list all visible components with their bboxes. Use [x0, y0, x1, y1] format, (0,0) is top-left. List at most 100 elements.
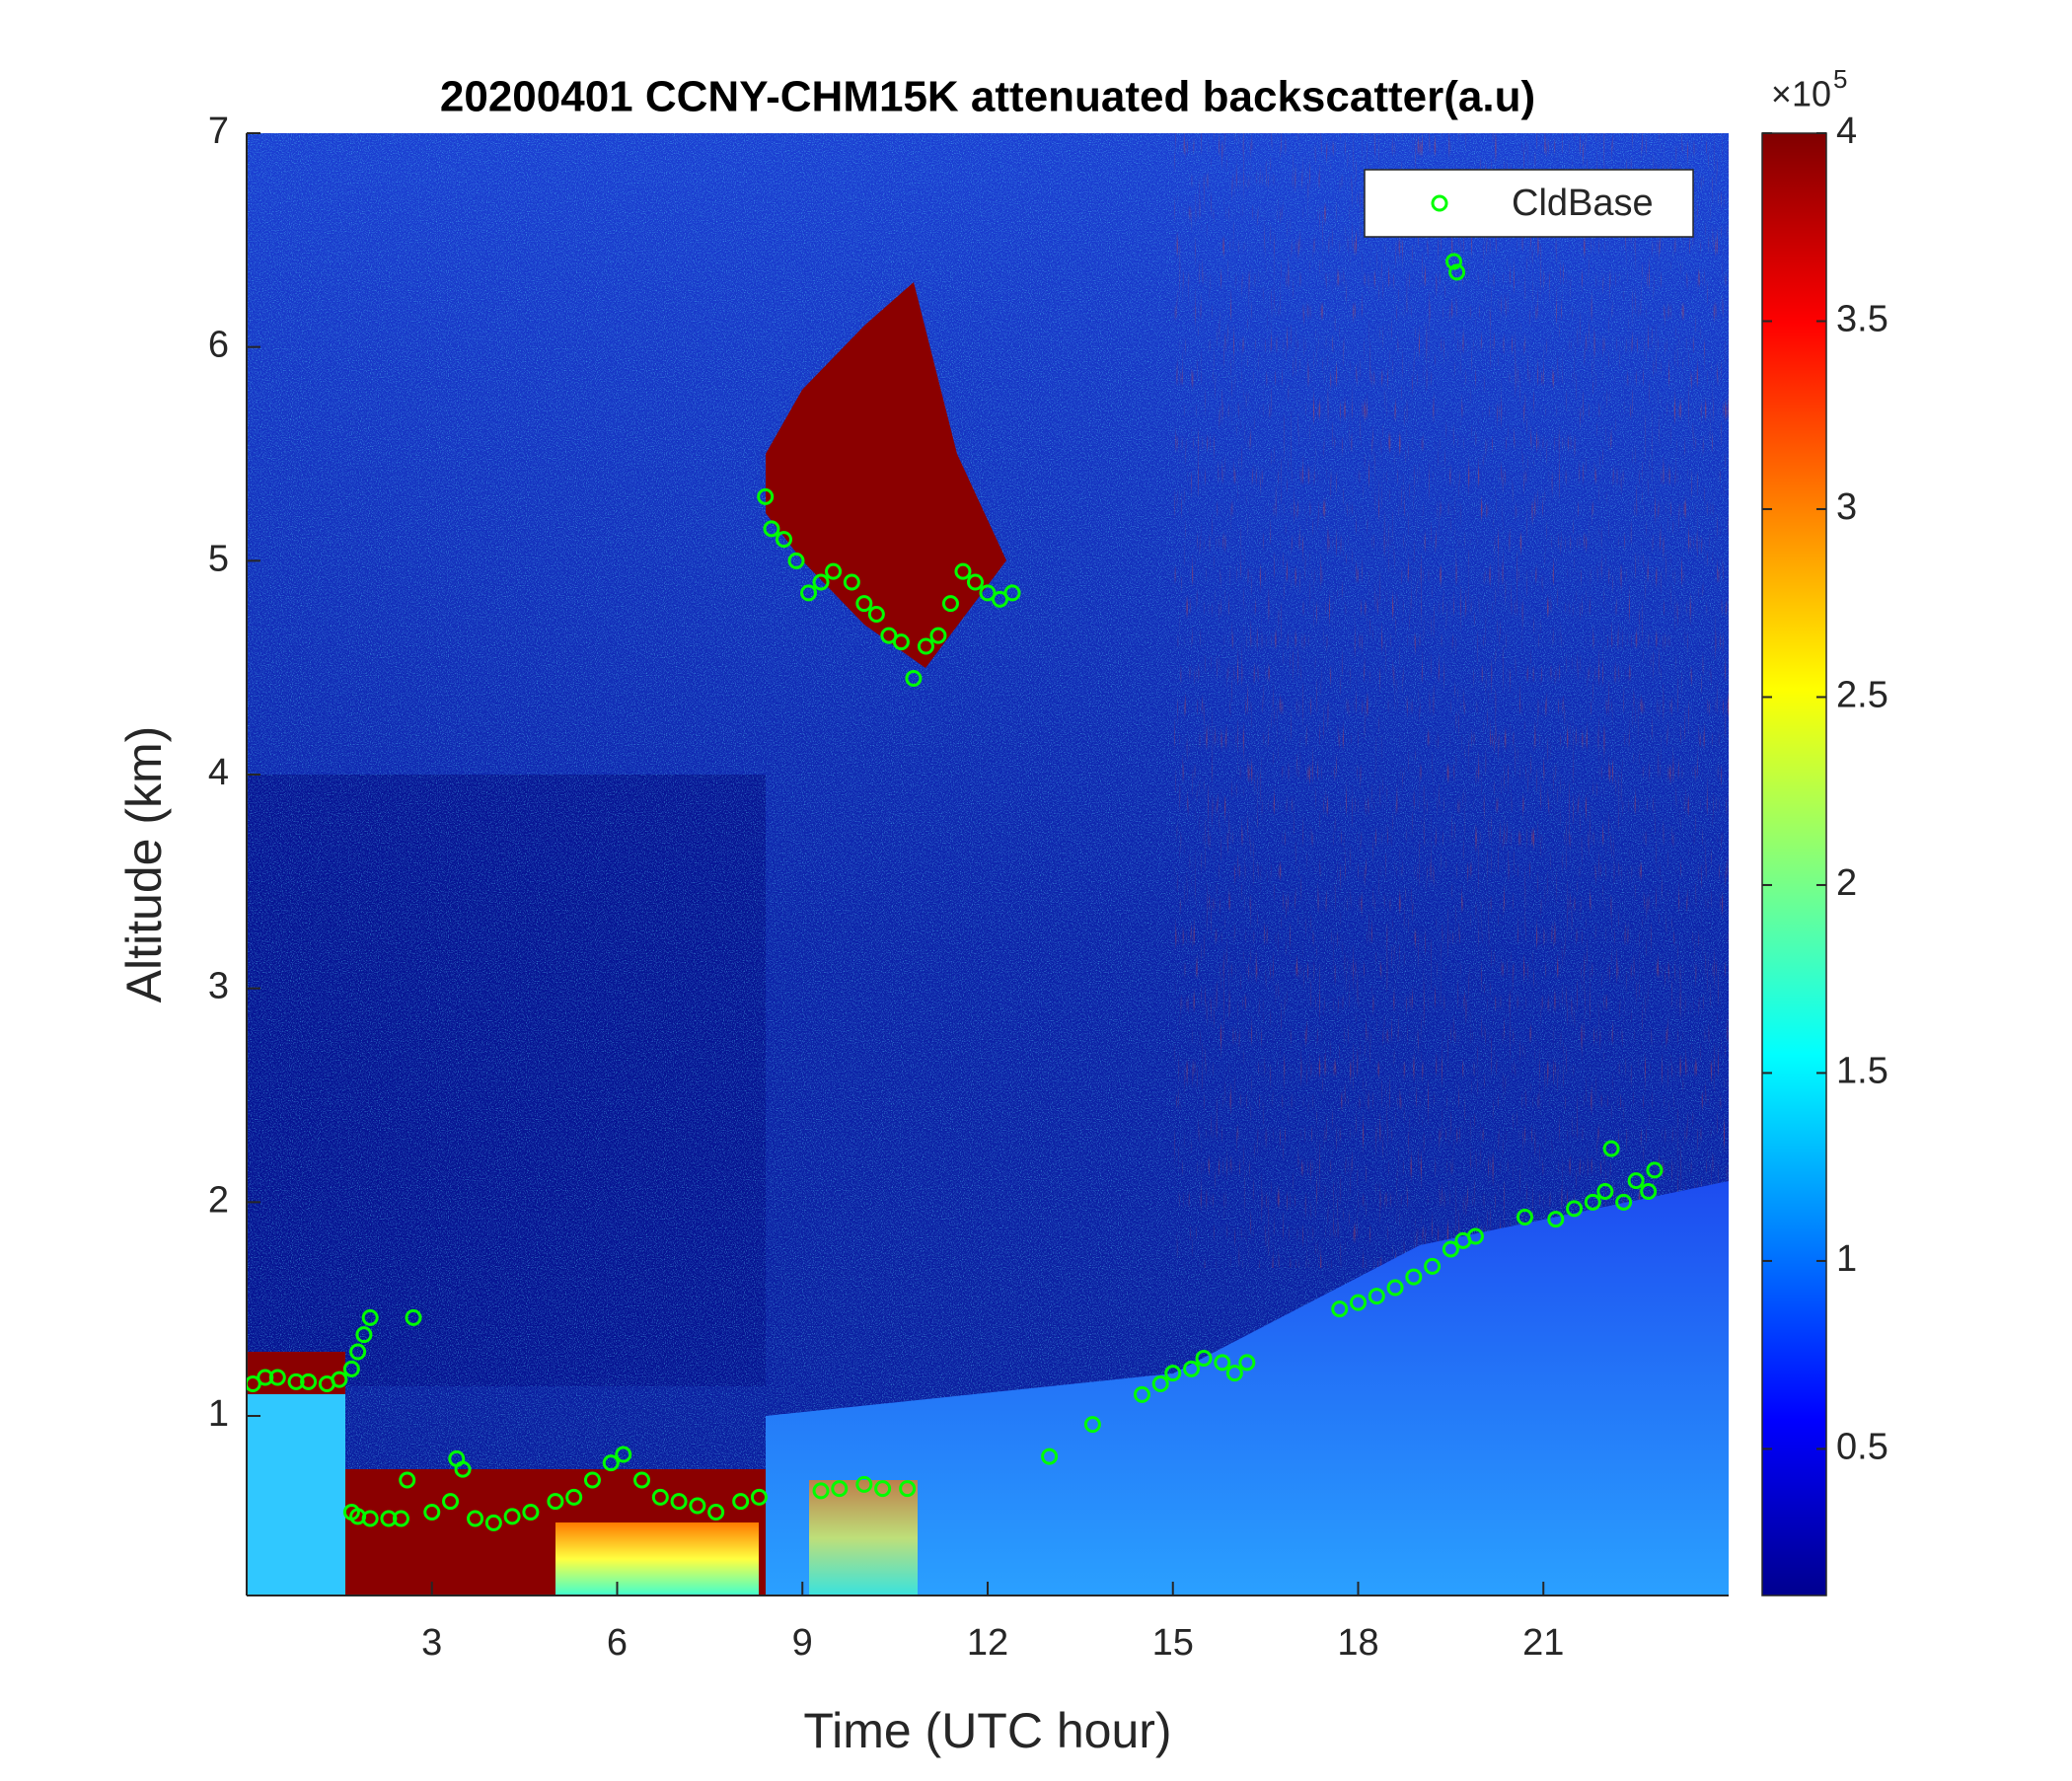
cloud-base-point: [355, 1326, 373, 1344]
cloud-base-point: [361, 1308, 379, 1326]
x-tick-label: 3: [421, 1622, 442, 1664]
cloud-base-point: [1041, 1447, 1059, 1465]
cloud-base-point: [1615, 1193, 1633, 1211]
cloud-base-point: [399, 1471, 416, 1489]
y-tick-label: 3: [208, 966, 229, 1007]
cloud-base-point: [1225, 1365, 1243, 1382]
chart-title: 20200401 CCNY-CHM15K attenuated backscat…: [440, 73, 1535, 121]
cloud-base-point: [1183, 1360, 1201, 1377]
cloud-base-point: [651, 1488, 669, 1506]
cloud-base-point: [905, 670, 923, 687]
cloud-base-point: [392, 1510, 409, 1527]
cloud-base-point: [954, 562, 972, 580]
cloud-base-point: [1164, 1365, 1182, 1382]
y-tick-label: 4: [208, 752, 229, 793]
cloud-base-point: [812, 573, 830, 591]
cloud-base-point: [880, 627, 898, 644]
cloud-base-point: [1566, 1200, 1584, 1218]
cloud-base-point: [1466, 1227, 1484, 1245]
cloud-base-point: [800, 584, 818, 602]
y-tick-label: 7: [208, 111, 229, 152]
cloud-base-point: [547, 1493, 564, 1511]
cloud-base-point: [670, 1493, 688, 1511]
surface-layer: [247, 1394, 345, 1595]
cloud-base-point: [361, 1510, 379, 1527]
x-tick-label: 6: [607, 1622, 628, 1664]
legend-marker: [1431, 194, 1448, 212]
legend-box: [1364, 169, 1694, 238]
cloud-base-point: [763, 520, 780, 538]
colorbar-tick-label: 4: [1836, 111, 1857, 152]
cloud-base-point: [1238, 1354, 1256, 1372]
cloud-base-point: [633, 1471, 651, 1489]
cloud-base-point: [442, 1493, 460, 1511]
cloud-base-point: [917, 637, 934, 655]
cloud-base-point: [503, 1508, 521, 1525]
cloud-base-point: [707, 1504, 725, 1521]
x-axis-label: Time (UTC hour): [803, 1703, 1171, 1758]
cloud-base-point: [689, 1497, 706, 1515]
cloud-base-point: [1448, 263, 1466, 281]
cloud-base-point: [979, 584, 997, 602]
colorbar-tick-label: 1.5: [1836, 1050, 1888, 1091]
cloud-base-point: [775, 531, 792, 549]
cloud-base-point: [1516, 1209, 1533, 1225]
streaks: [1174, 133, 1729, 1268]
y-axis-label: Altitude (km): [116, 726, 172, 1003]
colorbar: [1761, 132, 1827, 1596]
cloud-base-point: [467, 1510, 484, 1527]
cloud-base-point: [247, 1375, 261, 1392]
cloud-base-point: [1584, 1193, 1601, 1211]
colorbar-tick-label: 0.5: [1836, 1426, 1888, 1467]
x-tick-label: 12: [967, 1622, 1008, 1664]
cloud-base-point: [1646, 1161, 1664, 1179]
cloud-base-point: [602, 1454, 620, 1472]
cloud-base-point: [1133, 1385, 1150, 1403]
cloud-base-point: [750, 1488, 768, 1506]
cloud-base-point: [757, 487, 775, 505]
colorbar-tick-label: 3.5: [1836, 299, 1888, 340]
cloud-base-point: [565, 1488, 583, 1506]
cloud-base-point: [732, 1493, 750, 1511]
colorbar-exponent: 5: [1833, 64, 1847, 94]
cloud-base-point: [867, 606, 885, 623]
x-tick-label: 18: [1337, 1622, 1378, 1664]
cloud-base-point: [615, 1446, 632, 1463]
cloud-base-point: [1195, 1350, 1213, 1367]
legend-label: CldBase: [1512, 183, 1654, 224]
cloud-base-point: [899, 1480, 917, 1498]
cloud-base-point: [268, 1369, 286, 1386]
cloud-base-point: [992, 590, 1009, 608]
cloud-base-point: [423, 1504, 441, 1521]
cloud-base-point: [1151, 1375, 1169, 1392]
boundary-layer: [766, 1181, 1729, 1595]
cloud-base-point: [1405, 1268, 1423, 1286]
cloud-base-point: [941, 595, 959, 613]
aerosol-layer: [555, 1522, 759, 1595]
cloud-base-point: [855, 595, 873, 613]
cloud-base-point: [1596, 1183, 1614, 1200]
cloud-base-point: [583, 1471, 601, 1489]
colorbar-tick-label: 3: [1836, 486, 1857, 528]
cloud-base-point: [1640, 1183, 1658, 1200]
cloud-base-point: [484, 1514, 502, 1531]
cloud-base-point: [331, 1371, 348, 1388]
x-tick-label: 9: [792, 1622, 813, 1664]
y-tick-label: 6: [208, 325, 229, 366]
x-tick-label: 15: [1152, 1622, 1194, 1664]
cloud-base-point: [1547, 1211, 1565, 1228]
cloud-base-point: [892, 633, 910, 651]
cloud-base-point: [349, 1343, 367, 1361]
cloud-base-point: [1331, 1300, 1349, 1318]
cloud-base-point: [812, 1482, 830, 1500]
series: [247, 253, 1664, 1531]
aerosol-layer: [809, 1480, 918, 1595]
cloud-base-point: [874, 1480, 892, 1498]
colorbar-multiplier: ×10: [1771, 74, 1831, 114]
cloud-base-point: [1445, 253, 1463, 270]
cloud-base-point: [1602, 1140, 1620, 1157]
cloud-base-point: [1627, 1172, 1645, 1190]
legend: CldBase: [1364, 169, 1694, 238]
